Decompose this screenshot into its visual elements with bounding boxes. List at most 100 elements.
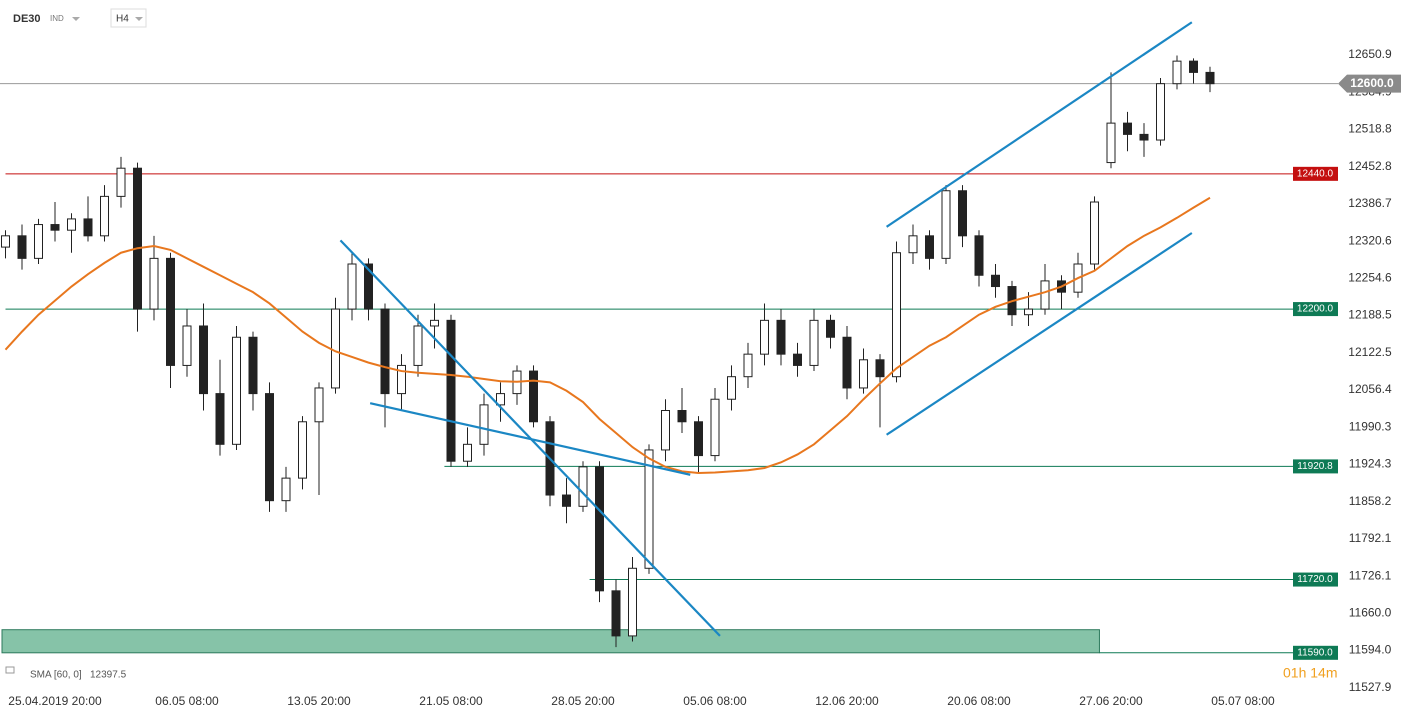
candle-body <box>826 319 835 338</box>
candle-body <box>1156 83 1165 141</box>
candle-body <box>743 353 753 378</box>
x-tick-label: 20.06 08:00 <box>947 694 1011 708</box>
candle-body <box>34 224 43 259</box>
candle-body <box>1024 308 1033 316</box>
y-tick-label: 12452.8 <box>1348 159 1392 173</box>
y-tick-label: 11594.0 <box>1349 643 1392 657</box>
candle-body <box>430 319 439 327</box>
level-label: 12440.0 <box>1297 168 1334 179</box>
level-label: 11720.0 <box>1297 574 1333 585</box>
candle-body <box>265 393 274 502</box>
interval[interactable]: H4 <box>116 14 129 25</box>
dropdown-arrow <box>135 17 143 21</box>
y-tick-label: 11660.0 <box>1349 606 1392 620</box>
candle-body <box>892 252 901 378</box>
candle-body <box>875 359 885 378</box>
candle-body <box>991 274 1000 288</box>
candle-body <box>1 235 10 248</box>
y-tick-label: 11990.3 <box>1349 419 1392 433</box>
trendline <box>885 21 1193 228</box>
y-tick-label: 12320.6 <box>1348 233 1392 247</box>
candle-body <box>908 235 918 254</box>
candle-body <box>958 190 967 237</box>
candle-body <box>925 235 934 259</box>
x-tick-label: 21.05 08:00 <box>419 694 483 708</box>
candle-body <box>842 336 852 389</box>
candle-body <box>677 410 687 423</box>
level-label: 11920.8 <box>1297 461 1333 472</box>
candle-body <box>67 218 76 231</box>
candle-body <box>166 257 175 366</box>
trendline <box>369 402 691 476</box>
y-tick-label: 12122.5 <box>1348 345 1392 359</box>
candle-body <box>496 393 505 406</box>
x-tick-label: 13.05 20:00 <box>287 694 351 708</box>
legend-icon <box>5 666 15 674</box>
x-tick-label: 05.07 08:00 <box>1211 694 1275 708</box>
dropdown-arrow[interactable] <box>72 17 80 21</box>
candle-body <box>941 190 951 259</box>
x-tick-label: 25.04.2019 20:00 <box>8 694 102 708</box>
x-tick-label: 28.05 20:00 <box>551 694 615 708</box>
candle-body <box>446 319 456 462</box>
candle-body <box>1106 122 1116 164</box>
interval-select[interactable] <box>110 8 147 28</box>
candle-body <box>83 218 93 237</box>
level-label-box <box>1293 459 1338 474</box>
candle-body <box>331 308 340 389</box>
candle-body <box>776 319 786 355</box>
y-tick-label: 11792.1 <box>1349 531 1392 545</box>
candle-body <box>727 376 736 400</box>
y-tick-label: 12386.7 <box>1348 196 1392 210</box>
candle-body <box>793 353 802 366</box>
symbol: DE30 <box>13 13 41 25</box>
countdown: 01h 14m <box>1283 665 1337 681</box>
y-tick-label: 12650.9 <box>1348 47 1392 61</box>
y-tick-label: 11527.9 <box>1349 680 1392 694</box>
sma-legend-value: 12397.5 <box>90 670 127 681</box>
candle-body <box>199 325 208 395</box>
candle-body <box>1189 60 1198 73</box>
candle-body <box>578 466 588 507</box>
x-tick-label: 12.06 20:00 <box>815 694 879 708</box>
candle-body <box>644 449 654 569</box>
level-label: 12200.0 <box>1297 304 1334 315</box>
candle-body <box>974 235 984 276</box>
trendline <box>885 232 1193 436</box>
candle-body <box>149 257 159 310</box>
candle-body <box>463 443 472 462</box>
y-tick-label: 11858.2 <box>1349 494 1392 508</box>
level-label: 11590.0 <box>1297 647 1333 658</box>
candle-body <box>859 359 868 389</box>
candle-body <box>182 325 192 366</box>
candle-body <box>694 421 703 457</box>
sma-legend-name: SMA [60, 0] <box>30 670 82 681</box>
y-tick-label: 11924.3 <box>1349 457 1392 471</box>
y-tick-label: 12518.8 <box>1348 122 1392 136</box>
candle-body <box>347 263 357 310</box>
level-label-box <box>1293 302 1338 317</box>
candle-body <box>17 235 27 259</box>
current-price-box <box>1338 74 1401 93</box>
candle-body <box>380 308 390 395</box>
candle-body <box>479 404 489 445</box>
candle-body <box>1123 122 1132 135</box>
candle-body <box>661 410 670 451</box>
candle-body <box>611 590 621 637</box>
support-zone <box>1 629 1100 654</box>
candle-body <box>529 370 538 423</box>
candle-body <box>760 319 769 355</box>
candle-body <box>562 494 571 507</box>
x-tick-label: 27.06 20:00 <box>1079 694 1143 708</box>
candle-body <box>1040 280 1050 310</box>
candle-body <box>298 421 307 479</box>
candle-body <box>116 167 126 197</box>
candle-body <box>595 466 604 592</box>
sma-line <box>4 196 1211 475</box>
candle-body <box>314 387 324 423</box>
candle-body <box>1090 201 1099 265</box>
y-tick-label: 12254.6 <box>1348 270 1392 284</box>
candle-body <box>215 393 225 445</box>
